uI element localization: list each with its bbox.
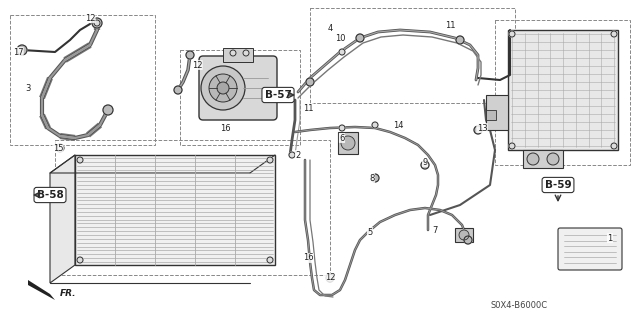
Bar <box>508 30 618 150</box>
Circle shape <box>306 78 314 86</box>
Circle shape <box>611 143 617 149</box>
Polygon shape <box>28 280 55 300</box>
Circle shape <box>356 34 364 42</box>
Text: S0X4-B6000C: S0X4-B6000C <box>490 301 547 310</box>
Circle shape <box>230 50 236 56</box>
Bar <box>495 20 630 165</box>
Circle shape <box>456 36 464 44</box>
Bar <box>10 15 155 145</box>
Text: 16: 16 <box>220 124 230 132</box>
Text: B-58: B-58 <box>36 190 63 200</box>
Bar <box>523 150 563 168</box>
Circle shape <box>201 66 245 110</box>
Circle shape <box>77 257 83 263</box>
Circle shape <box>474 126 482 134</box>
Text: B-57: B-57 <box>264 90 291 100</box>
Circle shape <box>326 274 334 282</box>
Text: 11: 11 <box>445 20 455 29</box>
Bar <box>75 155 275 265</box>
Text: 1: 1 <box>607 234 612 243</box>
Circle shape <box>459 230 469 240</box>
Circle shape <box>421 161 429 169</box>
Bar <box>455 228 473 242</box>
Circle shape <box>371 174 379 182</box>
Circle shape <box>174 86 182 94</box>
Text: B-59: B-59 <box>545 180 572 190</box>
Bar <box>486 95 508 130</box>
Text: 5: 5 <box>367 228 372 236</box>
Circle shape <box>611 31 617 37</box>
Bar <box>310 8 515 103</box>
Text: 10: 10 <box>335 34 345 43</box>
Text: 7: 7 <box>432 226 438 235</box>
Text: 12: 12 <box>192 60 202 69</box>
Text: 17: 17 <box>13 47 23 57</box>
Circle shape <box>103 105 113 115</box>
Text: 11: 11 <box>303 103 313 113</box>
Bar <box>486 110 496 120</box>
Circle shape <box>267 157 273 163</box>
Circle shape <box>527 153 539 165</box>
Text: 8: 8 <box>369 173 374 182</box>
Circle shape <box>17 45 27 55</box>
Circle shape <box>509 143 515 149</box>
Text: 16: 16 <box>303 253 314 262</box>
Bar <box>338 132 358 154</box>
Circle shape <box>209 74 237 102</box>
Circle shape <box>289 152 295 158</box>
Circle shape <box>339 125 345 131</box>
Text: FR.: FR. <box>60 289 77 298</box>
Circle shape <box>77 157 83 163</box>
FancyBboxPatch shape <box>558 228 622 270</box>
Text: 12: 12 <box>324 274 335 283</box>
Text: 12: 12 <box>84 13 95 22</box>
Text: 4: 4 <box>328 23 333 33</box>
Circle shape <box>217 82 229 94</box>
Circle shape <box>56 144 64 152</box>
Text: 13: 13 <box>477 124 487 132</box>
Text: 14: 14 <box>393 121 403 130</box>
Circle shape <box>341 136 355 150</box>
Text: 3: 3 <box>26 84 31 92</box>
FancyBboxPatch shape <box>199 56 277 120</box>
Circle shape <box>92 18 102 28</box>
Text: 6: 6 <box>339 133 345 142</box>
Bar <box>180 50 300 145</box>
Circle shape <box>267 257 273 263</box>
Circle shape <box>509 31 515 37</box>
Circle shape <box>186 51 194 59</box>
Circle shape <box>464 236 472 244</box>
Bar <box>55 140 330 275</box>
Circle shape <box>372 122 378 128</box>
Circle shape <box>547 153 559 165</box>
Circle shape <box>94 20 100 26</box>
Circle shape <box>243 50 249 56</box>
Bar <box>223 48 253 62</box>
Text: 2: 2 <box>296 150 301 159</box>
Circle shape <box>339 49 345 55</box>
Text: 9: 9 <box>422 157 428 166</box>
Polygon shape <box>50 155 75 283</box>
Text: 15: 15 <box>52 143 63 153</box>
